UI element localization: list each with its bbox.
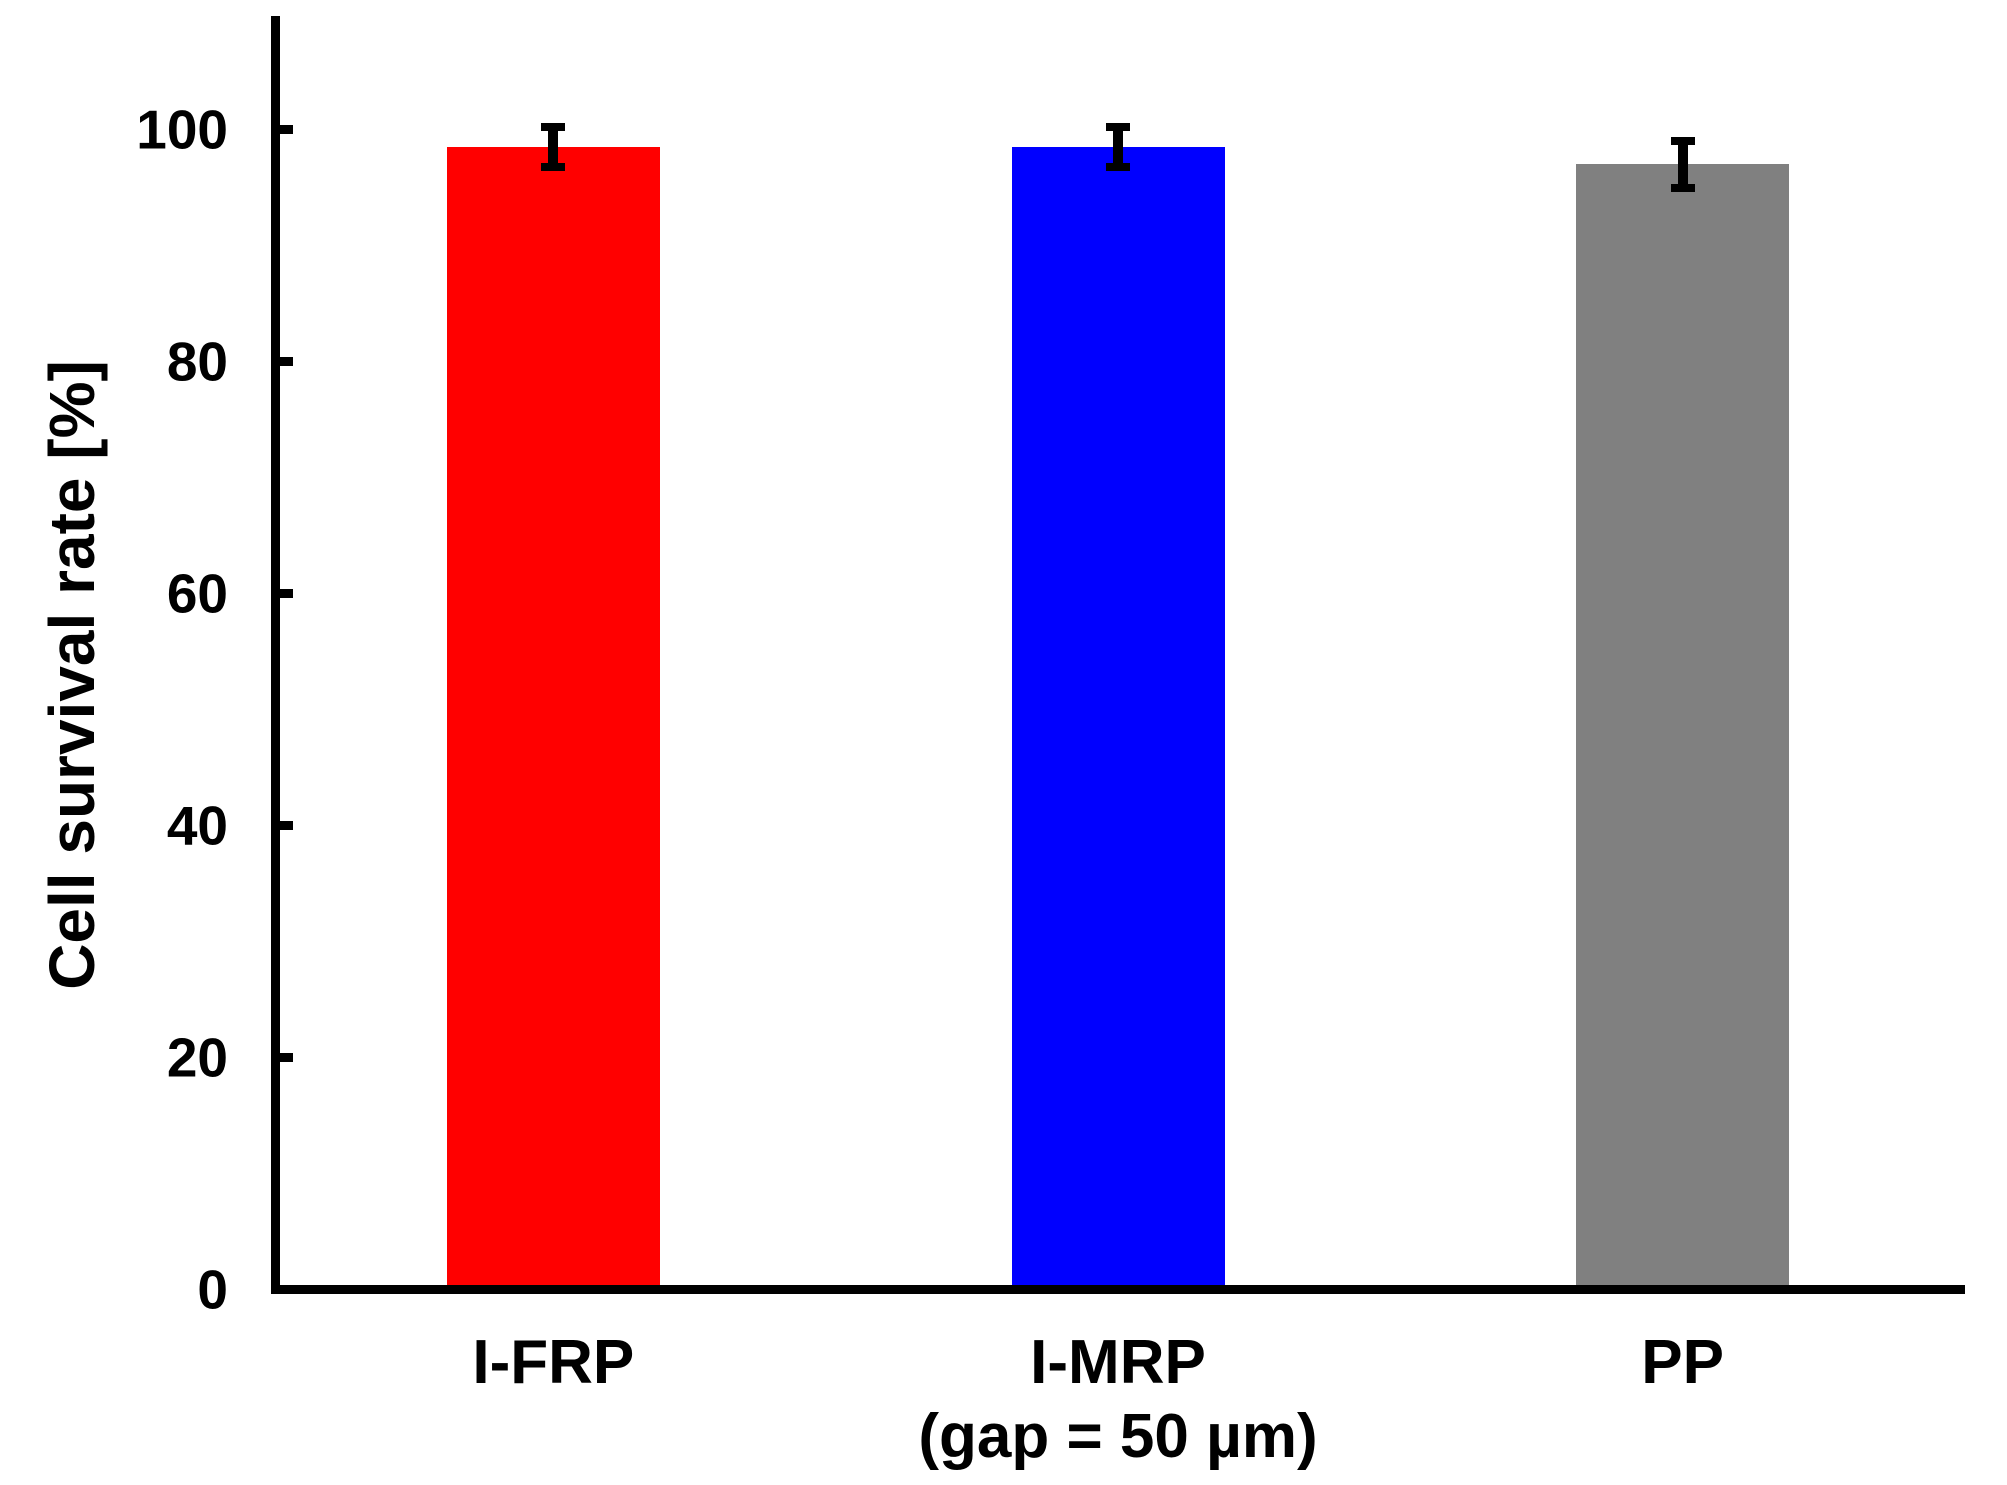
error-bar-bottom-cap [1670,183,1695,192]
error-bar-bottom-cap [541,162,566,171]
error-bar-top-cap [1106,123,1130,132]
y-axis-tick [280,125,293,134]
y-axis-tick [280,821,293,830]
y-axis-tick [280,589,293,598]
y-tick-label: 0 [197,1258,228,1320]
bar-pp [1576,164,1790,1285]
y-tick-label: 100 [136,98,228,160]
error-bar-line [1677,141,1688,188]
error-bar-line [1113,127,1123,167]
y-axis-title: Cell survival rate [%] [36,360,108,990]
y-tick-label: 60 [166,562,228,624]
bar-i-frp [446,146,660,1285]
y-axis-tick [280,357,293,366]
error-bar-bottom-cap [1106,162,1130,171]
error-bar-line [548,127,559,167]
y-tick-label: 80 [166,330,228,392]
y-tick-label: 20 [166,1026,228,1088]
category-label-i-mrp: I-MRP [1030,1328,1206,1397]
y-axis-tick [280,1053,293,1062]
y-tick-label: 40 [166,794,228,856]
error-bar-top-cap [1670,137,1695,146]
x-axis-line [271,1285,1965,1294]
y-axis-tick [280,1285,293,1294]
category-label-i-frp: I-FRP [472,1328,635,1397]
bar-i-mrp [1011,146,1225,1285]
y-axis-line [271,16,280,1294]
error-bar-top-cap [541,123,566,132]
category-label-pp: PP [1641,1328,1725,1397]
x-axis-title: (gap = 50 µm) [918,1402,1318,1471]
